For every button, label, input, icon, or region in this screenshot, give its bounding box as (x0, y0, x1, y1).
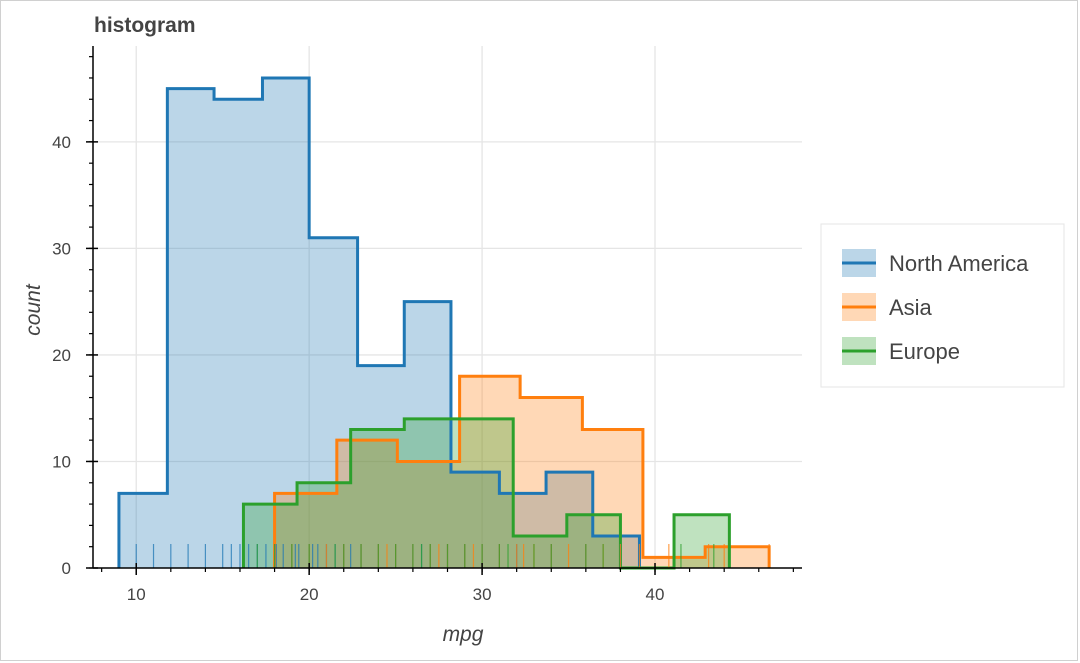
axes: 10 20 30 40 0 10 20 30 40 (52, 46, 802, 604)
legend-label-north_america: North America (889, 251, 1029, 276)
y-axis-label: count (22, 283, 45, 336)
y-tick-label: 40 (52, 133, 71, 152)
x-tick-label: 30 (473, 585, 492, 604)
legend-label-europe: Europe (889, 339, 960, 364)
y-tick-label: 30 (52, 239, 71, 258)
histogram-fill-europe (243, 418, 730, 568)
y-tick-label: 0 (62, 559, 71, 578)
x-tick-label: 40 (646, 585, 665, 604)
histogram-line-asia (273, 374, 771, 568)
grid (93, 46, 802, 568)
rug-marks (118, 544, 770, 568)
x-tick-label: 10 (127, 585, 146, 604)
x-axis-label: mpg (443, 623, 484, 646)
legend-label-asia: Asia (889, 295, 933, 320)
plot-area (117, 76, 771, 570)
histogram-fill-north_america (118, 77, 640, 569)
x-tick-label: 20 (300, 585, 319, 604)
histogram-line-north_america (117, 76, 641, 568)
chart-title: histogram (94, 14, 196, 37)
y-tick-label: 10 (52, 452, 71, 471)
legend: North America Asia Europe (820, 223, 1065, 388)
histogram-fill-asia (274, 376, 770, 568)
y-tick-label: 20 (52, 346, 71, 365)
